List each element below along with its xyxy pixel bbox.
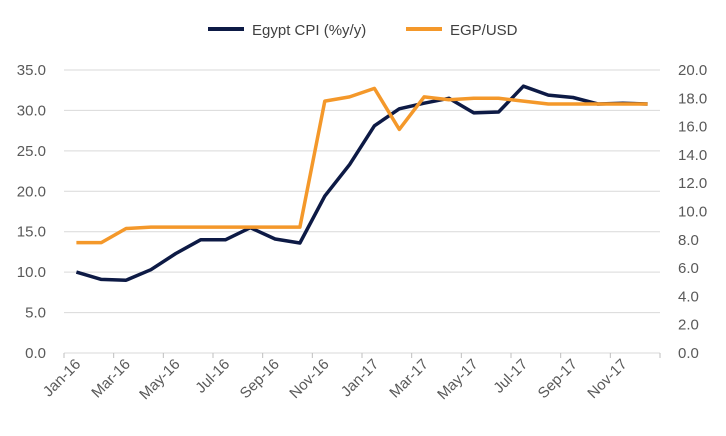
x-tick-label: Sep-17 xyxy=(535,356,581,402)
right-tick-label: 6.0 xyxy=(678,260,699,277)
right-tick-label: 20.0 xyxy=(678,62,707,79)
x-tick-label: Mar-16 xyxy=(88,356,134,402)
series-line-egp-usd xyxy=(76,86,648,245)
right-tick-label: 16.0 xyxy=(678,119,707,136)
right-tick-label: 12.0 xyxy=(678,175,707,192)
x-tick-label: Jan-16 xyxy=(40,356,84,400)
left-tick-label: 15.0 xyxy=(17,224,46,241)
left-tick-label: 25.0 xyxy=(17,143,46,160)
right-axis-ticks: 0.0 2.0 4.0 6.0 8.0 10.0 12.0 14.0 16.0 18.0 20.0 xyxy=(678,62,707,362)
x-tick-label: Jul-17 xyxy=(490,356,531,397)
right-tick-label: 4.0 xyxy=(678,288,699,305)
right-tick-label: 0.0 xyxy=(678,345,699,362)
legend-label-egp: EGP/USD xyxy=(450,22,518,39)
left-tick-label: 30.0 xyxy=(17,102,46,119)
x-tick-label: May-16 xyxy=(136,356,183,403)
legend: Egypt CPI (%y/y) EGP/USD xyxy=(208,22,518,39)
x-axis-ticks: Jan-16 Mar-16 May-16 Jul-16 Sep-16 Nov-16 Jan-… xyxy=(40,353,661,403)
right-tick-label: 18.0 xyxy=(678,90,707,107)
gridlines xyxy=(64,69,660,354)
right-tick-label: 2.0 xyxy=(678,317,699,334)
legend-label-cpi: Egypt CPI (%y/y) xyxy=(252,22,366,39)
series-lines xyxy=(75,84,648,282)
left-tick-label: 35.0 xyxy=(17,62,46,79)
right-tick-label: 14.0 xyxy=(678,147,707,164)
x-tick-label: Sep-16 xyxy=(237,356,283,402)
x-tick-label: May-17 xyxy=(434,356,481,403)
left-tick-label: 5.0 xyxy=(25,305,46,322)
left-tick-label: 0.0 xyxy=(25,345,46,362)
left-tick-label: 20.0 xyxy=(17,183,46,200)
x-tick-label: Jan-17 xyxy=(338,356,382,400)
x-tick-label: Nov-17 xyxy=(584,356,630,402)
left-tick-label: 10.0 xyxy=(17,264,46,281)
right-tick-label: 8.0 xyxy=(678,232,699,249)
right-tick-label: 10.0 xyxy=(678,204,707,221)
x-tick-label: Mar-17 xyxy=(386,356,432,402)
series-line-cpi xyxy=(75,84,648,282)
left-axis-ticks: 0.0 5.0 10.0 15.0 20.0 25.0 30.0 35.0 xyxy=(17,62,46,362)
x-tick-label: Nov-16 xyxy=(286,356,332,402)
x-tick-label: Jul-16 xyxy=(192,356,233,397)
